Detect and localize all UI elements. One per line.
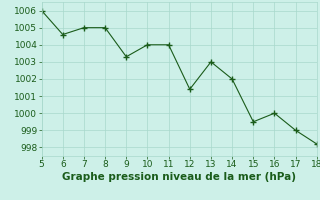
X-axis label: Graphe pression niveau de la mer (hPa): Graphe pression niveau de la mer (hPa) xyxy=(62,172,296,182)
